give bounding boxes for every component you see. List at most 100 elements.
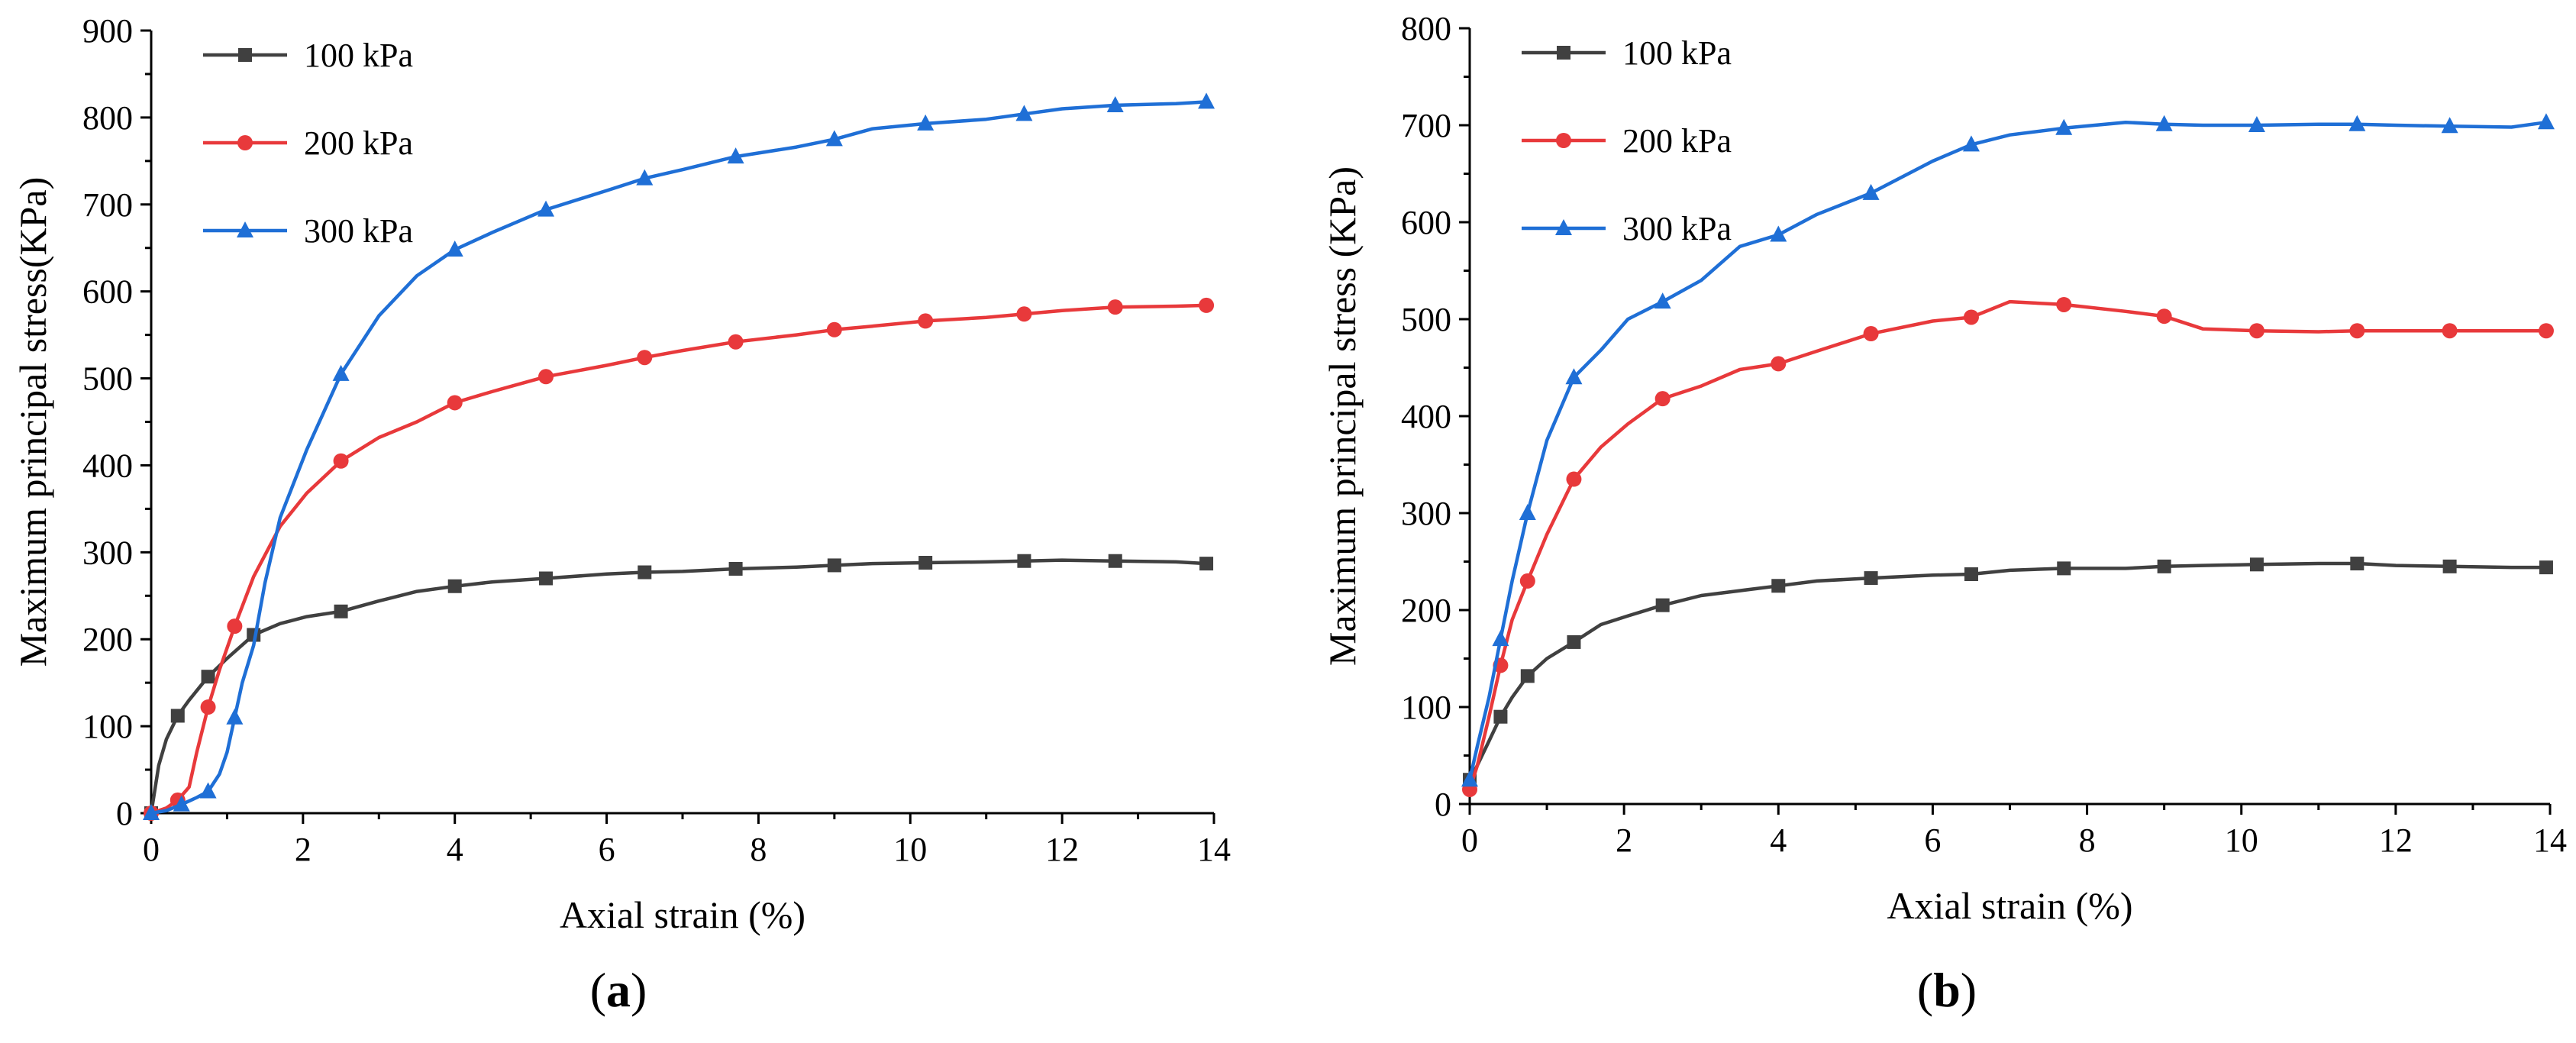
data-point [226,708,244,725]
data-point [446,241,463,257]
data-point [2442,559,2457,573]
legend-marker-100-kpa [238,48,252,62]
data-point [447,579,462,593]
data-point [2248,116,2265,132]
data-point [539,571,554,586]
data-point [2057,561,2071,576]
data-point [825,130,843,147]
data-point [170,709,185,723]
data-point [2442,323,2458,339]
data-point [1655,598,1670,612]
data-point [1199,297,1215,313]
y-tick-label: 500 [1401,301,1451,338]
data-point [1198,92,1215,109]
legend: 100 kPa 200 kPa 300 kPa [203,37,413,250]
data-point [637,350,653,366]
data-point [2156,308,2172,325]
data-point [1493,709,1508,724]
data-point [826,321,842,337]
series-line-300-kpa [1467,120,2547,780]
x-tick-label: 4 [1770,822,1787,859]
data-point [1654,391,1671,407]
chart-panel-b: 0 2 4 6 8 10 12 14 0 100 200 300 400 500 600 700 800 Axia… [1321,10,2567,1017]
data-point [334,604,348,618]
y-tick-label: 300 [82,534,133,571]
y-tick-label: 700 [1401,107,1451,144]
legend-marker-200-kpa [1556,133,1571,148]
legend-label-200-kpa: 200 kPa [1622,122,1732,160]
data-point [638,565,652,580]
data-point [200,699,216,715]
data-point [917,114,935,131]
data-point [1016,306,1032,322]
data-point [538,369,554,385]
data-point [2157,559,2171,573]
data-point [2055,118,2073,135]
data-point [728,334,744,350]
data-point [2155,115,2173,131]
data-point [1520,669,1535,683]
x-tick-label: 0 [1461,822,1478,859]
x-tick-label: 10 [893,831,927,868]
chart-panel-a: 0 2 4 6 8 10 12 14 0 100 200 300 400 500 600 700 800 900 A… [11,12,1231,1017]
data-point [201,670,215,684]
legend-label-300-kpa: 300 kPa [304,212,413,250]
data-point [332,364,350,381]
y-tick-label: 100 [82,708,133,745]
data-point [2248,323,2264,339]
data-point [918,313,934,329]
x-tick-label: 2 [295,831,312,868]
data-point [2539,560,2553,575]
panel-label: (b) [1917,963,1977,1017]
y-tick-label: 800 [1401,10,1451,47]
series-line-200-kpa [1467,299,2546,790]
data-point [173,795,190,812]
series-100-kpa [1463,557,2553,787]
data-point [727,147,744,164]
y-axis-label: Maximum principal stress (KPa) [1321,166,1364,666]
data-point [1461,770,1478,787]
data-point [537,200,555,217]
data-point [2537,113,2555,130]
y-tick-label: 500 [82,360,133,398]
data-point [1770,225,1787,242]
data-point [227,618,243,635]
x-tick-label: 6 [1924,822,1941,859]
data-point [636,169,654,186]
legend-marker-300-kpa [1555,219,1572,235]
data-point [1107,299,1123,315]
series-200-kpa [144,297,1215,821]
x-tick-label: 8 [750,831,767,868]
legend-label-200-kpa: 200 kPa [304,124,413,162]
legend-marker-100-kpa [1557,46,1570,60]
x-tick-label: 14 [1197,831,1231,868]
series-300-kpa [1461,113,2555,787]
data-point [1963,309,1979,325]
series-line-200-kpa [150,303,1207,815]
y-tick-label: 0 [116,795,133,832]
legend-label-300-kpa: 300 kPa [1622,210,1732,247]
y-tick-label: 700 [82,186,133,224]
data-point [1962,135,1980,152]
series-300-kpa [143,92,1215,820]
x-tick-label: 12 [1045,831,1079,868]
data-point [447,395,463,411]
y-tick-label: 200 [82,621,133,658]
data-point [143,804,160,820]
x-tick-label: 2 [1616,822,1632,859]
x-tick-label: 4 [447,831,463,868]
series-100-kpa [144,554,1214,820]
data-point [1199,557,1214,571]
data-point [1519,504,1536,520]
data-point [728,561,743,576]
data-point [2441,117,2458,134]
panel-label: (a) [590,963,647,1017]
data-point [1771,356,1787,372]
data-point [2538,323,2554,339]
data-point [1017,554,1031,568]
data-point [1864,571,1878,586]
series-200-kpa [1462,296,2554,797]
series-line-100-kpa [149,558,1207,814]
data-point [1964,567,1978,582]
y-tick-label: 400 [1401,398,1451,435]
